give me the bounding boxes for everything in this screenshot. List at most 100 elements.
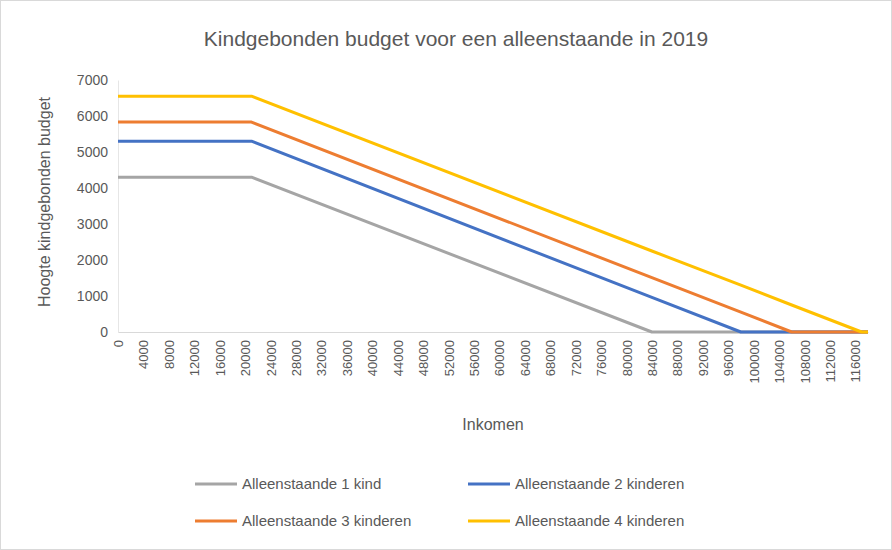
series-line xyxy=(118,141,868,332)
x-tick: 32000 xyxy=(314,332,329,376)
y-tick-label: 4000 xyxy=(77,180,108,196)
x-tick: 12000 xyxy=(187,332,202,376)
x-tick-label: 16000 xyxy=(213,340,228,376)
x-tick: 48000 xyxy=(416,332,431,376)
x-tick: 76000 xyxy=(594,332,609,376)
x-tick: 108000 xyxy=(797,332,812,383)
x-tick-label: 12000 xyxy=(187,340,202,376)
x-tick-label: 88000 xyxy=(670,340,685,376)
legend-label: Alleenstaande 4 kinderen xyxy=(515,512,684,529)
x-tick-label: 92000 xyxy=(696,340,711,376)
x-tick: 20000 xyxy=(238,332,253,376)
series-line xyxy=(118,177,868,332)
x-tick-label: 60000 xyxy=(492,340,507,376)
x-tick-label: 112000 xyxy=(823,340,838,382)
x-tick-label: 108000 xyxy=(797,340,812,383)
y-tick: 2000 xyxy=(77,252,118,268)
x-tick-label: 84000 xyxy=(645,340,660,376)
y-tick-label: 0 xyxy=(100,324,108,340)
x-tick-label: 40000 xyxy=(365,340,380,376)
legend-swatch xyxy=(195,483,237,486)
x-tick: 84000 xyxy=(645,332,660,376)
legend-item: Alleenstaande 3 kinderen xyxy=(195,512,411,529)
chart-title: Kindgebonden budget voor een alleenstaan… xyxy=(204,27,708,50)
y-tick-label: 3000 xyxy=(77,216,108,232)
x-tick: 0 xyxy=(111,332,126,347)
y-tick-label: 5000 xyxy=(77,144,108,160)
x-tick: 68000 xyxy=(543,332,558,376)
x-tick-label: 56000 xyxy=(467,340,482,376)
x-tick: 116000 xyxy=(848,332,863,382)
legend-item: Alleenstaande 4 kinderen xyxy=(468,512,684,529)
x-tick-label: 116000 xyxy=(848,340,863,382)
x-tick: 112000 xyxy=(823,332,838,382)
x-tick-label: 76000 xyxy=(594,340,609,376)
lines xyxy=(118,96,868,332)
y-axis-line xyxy=(118,81,119,333)
legend-item: Alleenstaande 2 kinderen xyxy=(468,475,684,492)
x-tick: 24000 xyxy=(264,332,279,376)
x-axis-title: Inkomen xyxy=(462,416,523,433)
series-line xyxy=(118,122,868,332)
y-tick-label: 6000 xyxy=(77,108,108,124)
legend-label: Alleenstaande 1 kind xyxy=(242,475,381,492)
x-tick: 100000 xyxy=(747,332,762,383)
x-tick: 88000 xyxy=(670,332,685,376)
x-tick-label: 100000 xyxy=(747,340,762,383)
y-tick: 3000 xyxy=(77,216,118,232)
legend-swatch xyxy=(468,483,510,486)
x-tick-label: 28000 xyxy=(289,340,304,376)
x-tick: 16000 xyxy=(213,332,228,376)
x-tick: 104000 xyxy=(772,332,787,383)
x-tick-label: 4000 xyxy=(136,340,151,369)
x-tick: 80000 xyxy=(620,332,635,376)
y-tick: 6000 xyxy=(77,108,118,124)
y-tick: 4000 xyxy=(77,180,118,196)
y-tick-label: 2000 xyxy=(77,252,108,268)
y-tick: 5000 xyxy=(77,144,118,160)
chart-border xyxy=(1,1,892,550)
legend-item: Alleenstaande 1 kind xyxy=(195,475,381,492)
y-axis-title: Hoogte kindgebonden budget xyxy=(36,96,53,307)
x-tick-label: 104000 xyxy=(772,340,787,383)
y-tick: 7000 xyxy=(77,72,118,88)
x-tick-label: 8000 xyxy=(162,340,177,369)
x-tick: 28000 xyxy=(289,332,304,376)
x-tick: 56000 xyxy=(467,332,482,376)
x-tick-label: 96000 xyxy=(721,340,736,376)
y-tick-label: 1000 xyxy=(77,288,108,304)
x-tick: 64000 xyxy=(518,332,533,376)
legend-label: Alleenstaande 2 kinderen xyxy=(515,475,684,492)
x-tick-label: 48000 xyxy=(416,340,431,376)
y-tick-label: 7000 xyxy=(77,72,108,88)
x-tick: 52000 xyxy=(442,332,457,376)
y-axis: 0 1000 2000 3000 4000 5000 6000 7000 xyxy=(77,72,119,340)
x-tick-label: 64000 xyxy=(518,340,533,376)
x-axis: 0 4000 8000 12000 16000 20000 24000 28000 32000 3… xyxy=(111,332,868,383)
x-tick: 92000 xyxy=(696,332,711,376)
x-tick: 36000 xyxy=(340,332,355,376)
x-tick-label: 52000 xyxy=(442,340,457,376)
legend-label: Alleenstaande 3 kinderen xyxy=(242,512,411,529)
x-tick-label: 44000 xyxy=(391,340,406,376)
x-tick: 40000 xyxy=(365,332,380,376)
x-tick: 8000 xyxy=(162,332,177,369)
x-tick-label: 68000 xyxy=(543,340,558,376)
x-tick: 72000 xyxy=(569,332,584,376)
series-line xyxy=(118,96,868,332)
y-tick: 0 xyxy=(100,324,118,340)
legend-swatch xyxy=(195,520,237,523)
x-tick-label: 20000 xyxy=(238,340,253,376)
x-tick: 60000 xyxy=(492,332,507,376)
x-tick-label: 80000 xyxy=(620,340,635,376)
x-tick: 96000 xyxy=(721,332,736,376)
x-tick-label: 32000 xyxy=(314,340,329,376)
x-tick-label: 72000 xyxy=(569,340,584,376)
x-tick-label: 0 xyxy=(111,340,126,347)
x-tick-label: 24000 xyxy=(264,340,279,376)
legend-swatch xyxy=(468,520,510,523)
x-tick-label: 36000 xyxy=(340,340,355,376)
legend: Alleenstaande 1 kind Alleenstaande 2 kind… xyxy=(195,475,684,529)
x-tick: 44000 xyxy=(391,332,406,376)
y-tick: 1000 xyxy=(77,288,118,304)
